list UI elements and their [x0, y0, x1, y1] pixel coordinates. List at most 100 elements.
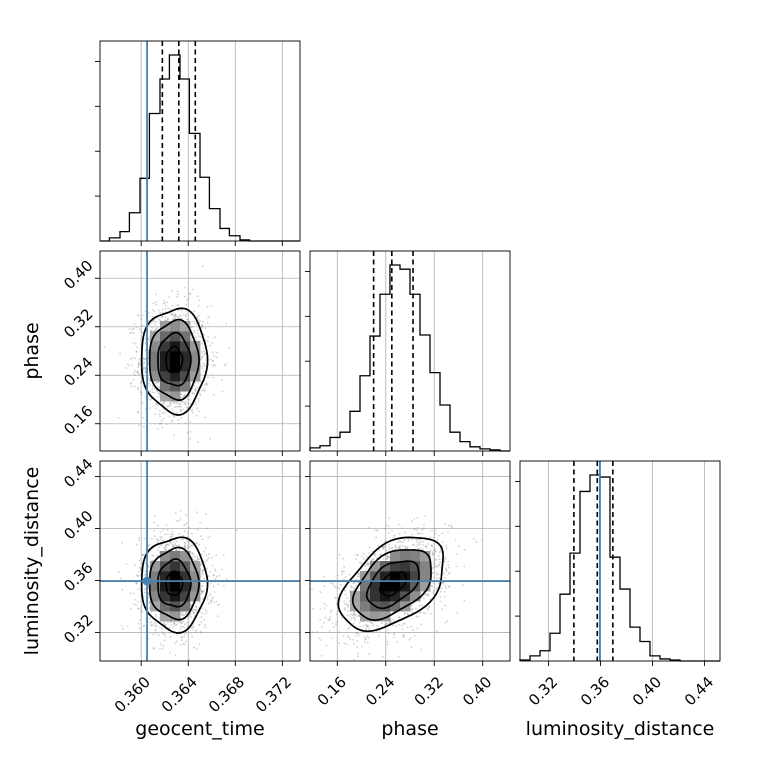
scatter-point	[388, 548, 391, 551]
scatter-point	[195, 403, 198, 405]
density-bin	[410, 591, 421, 602]
scatter-point	[419, 543, 421, 546]
scatter-point	[202, 570, 205, 572]
scatter-point	[157, 392, 160, 394]
scatter-point	[169, 635, 172, 638]
scatter-point	[189, 631, 192, 634]
scatter-point	[158, 413, 161, 416]
scatter-point	[135, 574, 138, 576]
scatter-point	[171, 530, 174, 533]
scatter-point	[358, 573, 360, 575]
scatter-point	[386, 555, 389, 558]
scatter-point	[225, 322, 228, 325]
scatter-point	[441, 541, 444, 543]
scatter-point	[191, 409, 194, 411]
scatter-point	[449, 571, 451, 574]
scatter-point	[177, 293, 180, 296]
density-bin	[180, 561, 191, 572]
density-bin	[420, 551, 431, 562]
scatter-point	[174, 642, 177, 645]
scatter-point	[144, 367, 147, 369]
scatter-point	[173, 402, 176, 405]
scatter-point	[150, 621, 153, 623]
scatter-point	[138, 619, 141, 621]
y-axis-label-luminosity_distance: luminosity_distance	[21, 467, 43, 656]
histogram-geocent_time	[100, 54, 300, 242]
scatter-point	[409, 637, 412, 639]
scatter-point	[394, 545, 397, 548]
scatter-point	[445, 587, 447, 589]
density-bin	[400, 581, 411, 592]
scatter-point	[149, 621, 152, 624]
scatter-point	[421, 528, 424, 531]
scatter-point	[338, 553, 341, 556]
scatter-point	[203, 387, 206, 390]
hist-y-ticks	[95, 60, 100, 197]
scatter-point	[178, 621, 181, 624]
scatter-point	[141, 554, 144, 556]
scatter-point	[327, 618, 330, 621]
scatter-point	[170, 621, 172, 623]
scatter-point	[201, 570, 204, 572]
density-bin	[190, 571, 201, 582]
scatter-point	[202, 370, 205, 373]
scatter-point	[212, 394, 215, 396]
scatter-point	[393, 633, 395, 635]
scatter-point	[136, 313, 139, 316]
scatter-point	[132, 332, 135, 335]
scatter-point	[358, 621, 361, 624]
scatter-point	[192, 625, 195, 627]
scatter-point	[367, 627, 370, 630]
scatter-point	[401, 527, 404, 529]
scatter-point	[156, 381, 159, 384]
density-bin	[160, 571, 171, 582]
scatter-point	[404, 531, 406, 534]
scatter-point	[435, 630, 438, 632]
scatter-point	[132, 328, 135, 330]
scatter-point	[171, 318, 174, 321]
scatter-point	[435, 565, 437, 567]
scatter-point	[132, 342, 135, 344]
scatter-point	[380, 622, 383, 625]
scatter-point	[215, 356, 218, 359]
scatter-point	[393, 536, 396, 539]
scatter-point	[353, 659, 356, 661]
scatter-point	[155, 389, 158, 392]
scatter-point	[180, 406, 182, 408]
scatter-point	[375, 536, 377, 539]
scatter-point	[198, 543, 201, 546]
scatter-point	[148, 565, 150, 568]
scatter-point	[438, 564, 440, 566]
scatter-point	[176, 623, 179, 625]
scatter-point	[435, 558, 438, 561]
scatter-point	[447, 585, 450, 587]
scatter-point	[193, 612, 195, 615]
scatter-point	[141, 324, 144, 327]
scatter-point	[183, 395, 186, 398]
scatter-point	[166, 528, 169, 531]
density-bin	[380, 591, 391, 602]
scatter-point	[450, 526, 453, 529]
scatter-point	[416, 517, 419, 519]
scatter-point	[168, 544, 170, 546]
scatter-point	[176, 290, 179, 293]
scatter-point	[195, 606, 198, 609]
scatter-point	[132, 378, 135, 381]
scatter-point	[221, 390, 224, 392]
scatter-point	[139, 381, 142, 384]
scatter-point	[396, 640, 398, 643]
scatter-point	[176, 549, 179, 552]
scatter-point	[200, 621, 203, 623]
scatter-point	[371, 558, 374, 561]
scatter-point	[154, 629, 157, 632]
scatter-point	[155, 538, 158, 541]
scatter-point	[173, 624, 176, 627]
scatter-point	[202, 573, 204, 576]
scatter-point	[136, 351, 138, 353]
scatter-point	[183, 402, 186, 404]
scatter-point	[153, 529, 155, 532]
scatter-point	[130, 381, 133, 384]
density-bin	[180, 361, 191, 372]
scatter-point	[201, 324, 204, 327]
scatter-point	[137, 370, 139, 373]
